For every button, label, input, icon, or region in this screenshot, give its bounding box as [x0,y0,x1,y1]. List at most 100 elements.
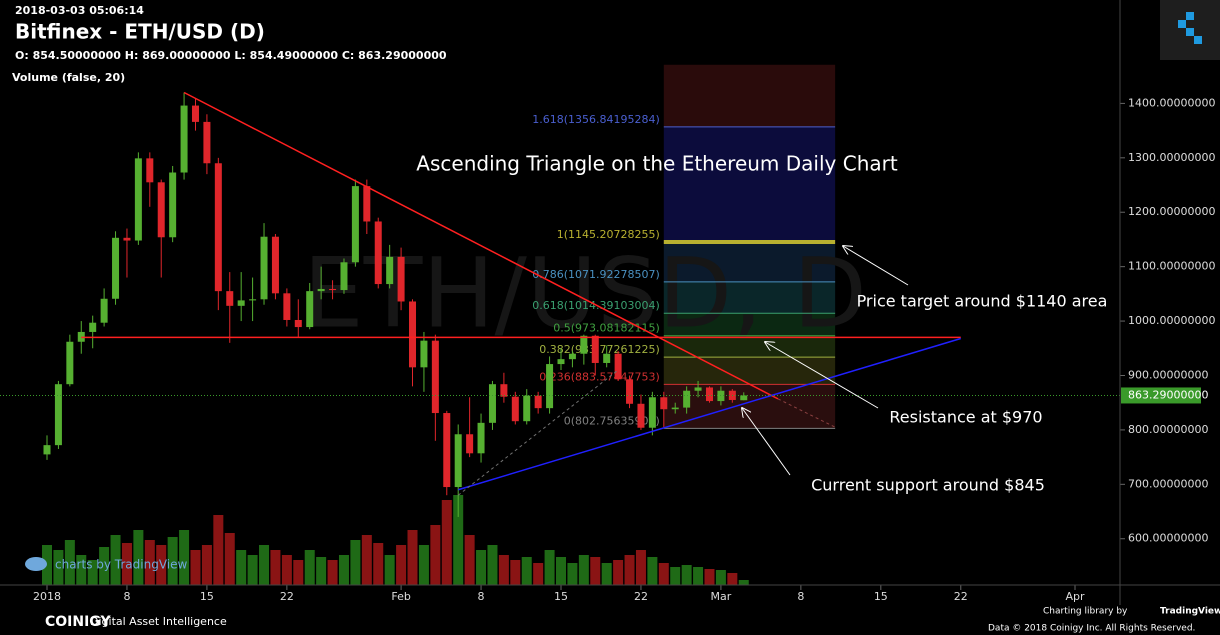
logo-square [1178,20,1186,28]
volume-bar [704,569,715,585]
candle-body [568,353,576,360]
fib-label: 0(802.75635900) [564,414,660,427]
candle-body [671,407,679,410]
candle-body [54,384,62,446]
volume-bar [601,563,612,585]
volume-bar [658,563,669,585]
tradingview-badge: charts by TradingView [25,557,187,572]
volume-bar [167,537,178,585]
volume-bar [42,545,52,585]
x-tick-label: 22 [634,590,648,603]
volume-bar [190,550,201,585]
x-tick-label: 8 [478,590,485,603]
brand: COINIGY [45,614,111,630]
candle-body [546,364,554,409]
volume-bar [498,555,509,585]
volume-bar [236,550,247,585]
x-tick-label: 22 [280,590,294,603]
volume-bar [144,540,155,585]
candle-body [705,387,713,402]
fib-zone [663,313,836,336]
volume-bar [213,515,224,585]
volume-bar [544,550,555,585]
candle-body [614,353,622,380]
candle-body [169,172,177,238]
y-tick-label: 1100.00000000 [1128,260,1215,273]
candle-body [180,105,188,173]
volume-bar [121,543,132,585]
volume-bar [384,555,395,585]
volume-label: Volume (false, 20) [12,71,125,84]
candle-body [157,182,165,238]
y-tick-label: 700.00000000 [1128,477,1208,490]
candle-body [626,379,634,404]
x-tick-label: 22 [954,590,968,603]
volume-bar [259,545,270,585]
fib-zone [663,281,836,314]
candle-body [351,186,359,263]
copyright: Data © 2018 Coinigy Inc. All Rights Rese… [988,624,1195,634]
x-tick-label: 2018 [33,590,61,603]
candle-body [191,105,199,122]
candle-body [100,298,108,323]
annotation: Current support around $845 [811,476,1045,495]
x-tick-label: 15 [874,590,888,603]
volume-bar [304,550,315,585]
volume-bar [361,535,372,585]
volume-bar [670,567,681,585]
candle-body [534,395,542,409]
y-tick-label: 1400.00000000 [1128,96,1215,109]
fib-label: 0.236(883.57447753) [539,370,660,383]
fib-zone [663,64,836,127]
candle-body [557,359,565,365]
fib-zone [663,242,836,282]
volume-bar [338,555,349,585]
volume-bar [396,545,407,585]
candle-body [580,335,588,354]
volume-bar [418,545,429,585]
volume-bar [281,555,292,585]
badge-icon [25,557,47,571]
candle-body [237,300,245,306]
volume-bar [350,540,361,585]
volume-bar [293,560,304,585]
volume-bar [430,525,441,585]
logo-square [1186,28,1194,36]
candle-body [329,288,337,291]
candle-body [477,422,485,454]
fib-zone [663,126,836,243]
volume-bar [738,580,749,585]
candle-body [409,301,417,368]
candle-body [386,256,394,285]
fib-label: 0.786(1071.92278507) [532,268,660,281]
watermark: ETH/USD, D [303,237,867,349]
badge-text: charts by TradingView [55,558,187,572]
volume-bar [87,560,98,585]
candle-body [249,299,257,301]
candle-body [660,397,668,410]
candle-body [271,236,279,294]
fib-zone [663,357,836,385]
volume-bar [156,545,167,585]
volume-bar [567,563,578,585]
volume-bar [715,570,726,585]
candle-body [683,390,691,408]
volume-bar [693,567,704,585]
library-label: Charting library by [1043,607,1128,617]
candle-body [511,396,519,422]
candle-body [146,158,154,183]
candle-body [603,353,611,363]
last-price-label: 863.29000000 [1128,388,1208,401]
candle-body [454,434,462,488]
candle-body [89,322,97,332]
ohlc-label: O: 854.50000000 H: 869.00000000 L: 854.4… [15,49,447,62]
volume-bar [556,557,566,585]
candle-body [112,237,120,299]
y-tick-label: 1300.00000000 [1128,151,1215,164]
volume-bar [590,557,601,585]
annotation: Ascending Triangle on the Ethereum Daily… [416,152,898,176]
volume-bar [453,495,464,585]
x-tick-label: 8 [797,590,804,603]
